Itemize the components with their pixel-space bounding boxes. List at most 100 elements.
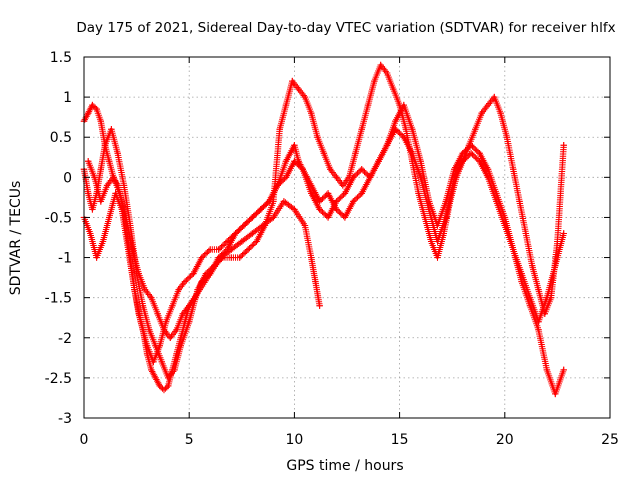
data-point	[358, 166, 365, 173]
data-point	[169, 302, 176, 309]
x-tick-label: 10	[285, 432, 303, 448]
data-point	[129, 246, 136, 253]
data-point	[93, 254, 100, 261]
data-point	[103, 182, 111, 189]
data-point	[122, 214, 130, 221]
data-point	[106, 158, 113, 165]
data-point	[383, 69, 391, 77]
y-tick-labels: 1.5 1 0.5 0 -0.5 -1 -1.5 -2 -2.5 -3	[45, 50, 72, 427]
data-point	[526, 294, 534, 301]
data-point	[465, 142, 473, 149]
data-point	[181, 278, 189, 285]
data-point	[308, 254, 315, 261]
data-point	[434, 222, 441, 229]
data-point	[253, 238, 260, 245]
data-point	[223, 238, 231, 245]
data-point	[215, 246, 222, 253]
x-tick-labels: 0 5 10 15 20 25	[80, 432, 619, 448]
data-point	[97, 198, 105, 205]
data-point	[510, 166, 517, 173]
y-tick-label: -0.5	[45, 210, 72, 226]
data-point	[171, 366, 178, 374]
data-point	[139, 302, 147, 309]
data-point	[415, 190, 422, 197]
series-track-a	[80, 101, 567, 398]
data-point	[89, 206, 96, 213]
data-point	[152, 374, 159, 382]
data-point	[249, 214, 256, 221]
data-point	[236, 254, 243, 261]
data-point	[358, 126, 365, 133]
data-point	[503, 134, 511, 141]
y-tick-label: 0	[63, 170, 72, 186]
data-point	[282, 174, 290, 181]
data-point	[434, 254, 441, 261]
y-tick-label: -1	[58, 251, 72, 267]
data-point	[238, 238, 245, 245]
x-tick-label: 25	[601, 432, 619, 448]
data-point	[440, 230, 447, 237]
data-point	[148, 366, 155, 374]
data-point	[190, 270, 197, 277]
data-point	[282, 101, 290, 109]
plus-markers	[80, 61, 567, 382]
data-point	[320, 150, 328, 157]
data-point	[160, 326, 168, 333]
data-point	[478, 109, 485, 117]
data-point	[459, 158, 466, 165]
x-axis-label: GPS time / hours	[286, 458, 403, 474]
data-point	[158, 358, 166, 366]
data-point	[289, 77, 296, 85]
data-point	[291, 142, 298, 149]
data-point	[164, 382, 172, 390]
data-point	[85, 190, 92, 197]
data-point	[560, 142, 567, 149]
data-point	[392, 117, 399, 125]
data-point	[101, 142, 109, 149]
data-point	[510, 246, 517, 253]
data-point	[390, 85, 397, 93]
data-point	[476, 150, 483, 157]
data-point	[352, 150, 359, 157]
data-point	[120, 182, 128, 189]
grid-lines	[84, 57, 610, 418]
data-point	[97, 117, 105, 125]
x-tick-label: 5	[185, 432, 194, 448]
data-point	[535, 286, 542, 293]
data-point	[560, 366, 567, 374]
data-point	[417, 158, 424, 165]
data-point	[301, 222, 309, 229]
y-tick-label: -2.5	[45, 371, 72, 387]
data-point	[116, 190, 123, 197]
data-point	[364, 101, 372, 109]
data-point	[156, 382, 163, 390]
data-point	[301, 93, 309, 101]
data-point	[160, 386, 168, 394]
data-point	[316, 302, 323, 309]
data-point	[167, 334, 174, 341]
data-point	[421, 214, 429, 221]
data-point	[207, 270, 214, 277]
data-point	[274, 182, 281, 189]
data-point	[350, 198, 357, 205]
data-point	[377, 61, 384, 69]
data-point	[345, 174, 353, 181]
data-point	[324, 190, 332, 197]
data-point	[164, 374, 172, 382]
data-point	[259, 222, 267, 229]
data-point	[308, 109, 315, 117]
x-tick-label: 0	[80, 432, 89, 448]
data-point	[427, 238, 435, 245]
data-point	[324, 214, 332, 221]
y-tick-label: -3	[58, 411, 72, 427]
data-point	[497, 109, 504, 117]
data-point	[196, 286, 203, 293]
data-point	[453, 174, 460, 181]
data-point	[186, 302, 193, 309]
data-point	[240, 222, 248, 229]
data-point	[333, 174, 340, 181]
data-point	[87, 230, 94, 237]
data-point	[333, 206, 340, 213]
data-point	[291, 206, 298, 213]
